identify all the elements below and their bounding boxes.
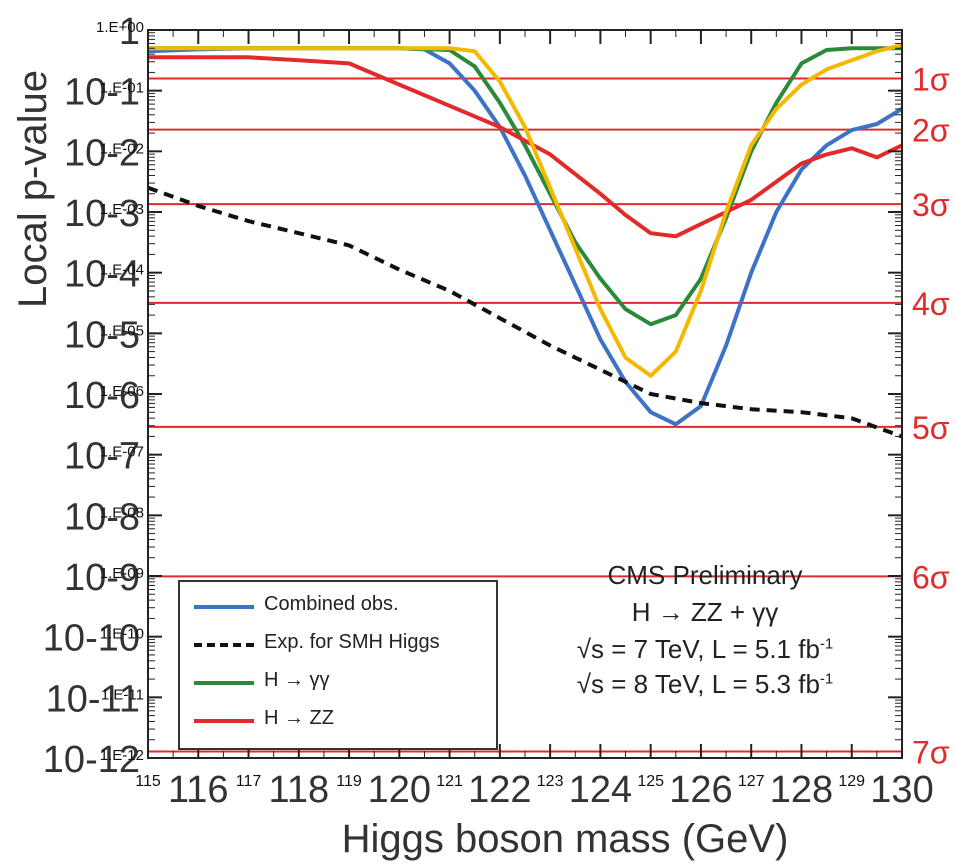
y-tick-label-small-0: 1.E+00 <box>96 19 144 36</box>
annotation-energy-7tev: √s = 7 TeV, L = 5.1 fb-1 <box>520 634 890 665</box>
legend-entry-expected: Exp. for SMH Higgs <box>180 628 496 662</box>
x-axis-label: Higgs boson mass (GeV) <box>342 817 789 861</box>
x-tick-label-large-3: 122 <box>468 769 531 811</box>
x-tick-label-small-0: 115 <box>135 773 161 790</box>
x-tick-label-large-5: 126 <box>669 769 732 811</box>
annotation-energy-8tev-sup: -1 <box>819 670 834 688</box>
y-tick-label-large-1: 10-1 <box>64 72 140 114</box>
y-tick-label-large-8: 10-8 <box>64 496 140 538</box>
x-tick-label-large-2: 120 <box>368 769 431 811</box>
sigma-label-2: 2σ <box>912 113 950 149</box>
legend-label-zz: H → ZZ <box>264 707 334 729</box>
chart-legend: Combined obs. Exp. for SMH Higgs H → γγ … <box>178 580 498 750</box>
legend-entry-gamma: H → γγ <box>180 666 496 700</box>
sigma-label-6: 6σ <box>912 559 950 595</box>
x-tick-label-small-2: 119 <box>336 773 362 790</box>
annotation-energy-8tev: √s = 8 TeV, L = 5.3 fb-1 <box>520 669 890 700</box>
y-tick-label-large-4: 10-4 <box>64 254 140 296</box>
x-tick-label-small-6: 127 <box>738 773 765 790</box>
y-tick-label-small-5: 1.E-05 <box>100 322 144 339</box>
series-line-item-4 <box>148 43 903 378</box>
y-tick-label-small-1: 1.E-01 <box>100 80 144 97</box>
sigma-label-1: 1σ <box>912 61 950 97</box>
annotation-title: CMS Preliminary <box>607 560 803 590</box>
y-tick-label-small-9: 1.E-09 <box>100 565 144 582</box>
y-tick-label-large-5: 10-5 <box>64 314 140 356</box>
x-tick-label-small-1: 117 <box>236 773 262 790</box>
y-tick-label-small-12: 1.E-12 <box>100 747 144 764</box>
y-tick-label-large-7: 10-7 <box>64 436 140 478</box>
legend-swatch-gamma <box>194 681 254 685</box>
x-tick-label-large-1: 118 <box>269 769 330 811</box>
y-tick-label-large-10: 10-10 <box>43 618 140 660</box>
legend-swatch-combined <box>194 605 254 609</box>
x-tick-label-large-7: 130 <box>870 769 933 811</box>
series-line-exp-for-smh-higgs <box>147 185 903 439</box>
x-tick-label-large-0: 116 <box>168 769 229 811</box>
y-tick-label-small-2: 1.E-02 <box>100 140 144 157</box>
legend-label-combined: Combined obs. <box>264 593 399 615</box>
series-line-combined-obs <box>147 46 904 427</box>
annotation-energy-7tev-sup: -1 <box>819 635 834 653</box>
legend-label-expected: Exp. for SMH Higgs <box>264 631 440 653</box>
sigma-label-7: 7σ <box>912 734 950 770</box>
y-tick-label-large-6: 10-6 <box>64 375 140 417</box>
legend-swatch-zz <box>194 719 254 723</box>
x-tick-label-large-4: 124 <box>569 769 632 811</box>
y-tick-label-small-8: 1.E-08 <box>100 504 144 521</box>
x-tick-label-small-4: 123 <box>537 773 564 790</box>
y-tick-label-large-3: 10-3 <box>64 193 140 235</box>
x-tick-label-small-7: 129 <box>838 773 865 790</box>
annotation-energy-7tev-text: √s = 7 TeV, L = 5.1 fb <box>576 634 820 664</box>
y-tick-label-large-11: 10-11 <box>46 678 140 720</box>
annotation-block: CMS Preliminary H → ZZ + γγ √s = 7 TeV, … <box>520 560 890 700</box>
series-line-h-zz <box>148 55 903 239</box>
x-tick-label-small-5: 125 <box>637 773 664 790</box>
y-tick-label-small-3: 1.E-03 <box>100 201 144 218</box>
legend-swatch-expected <box>194 643 254 647</box>
series-line-h <box>148 46 902 327</box>
legend-label-gamma: H → γγ <box>264 669 330 691</box>
sigma-label-3: 3σ <box>912 187 950 223</box>
y-tick-label-large-12: 10-12 <box>43 739 140 781</box>
annotation-channel: H → ZZ + γγ <box>631 597 779 627</box>
y-tick-label-large-0: 1 <box>119 11 140 53</box>
y-tick-label-small-11: 1.E-11 <box>101 686 144 703</box>
y-tick-label-large-9: 10-9 <box>64 557 140 599</box>
y-tick-label-small-7: 1.E-07 <box>100 444 144 461</box>
x-tick-label-small-3: 121 <box>436 773 463 790</box>
legend-entry-zz: H → ZZ <box>180 704 496 738</box>
legend-entry-combined: Combined obs. <box>180 590 496 624</box>
y-axis-label: Local p-value <box>11 70 55 308</box>
y-tick-label-small-10: 1.E-10 <box>100 626 144 643</box>
sigma-label-4: 4σ <box>912 286 950 322</box>
sigma-label-5: 5σ <box>912 410 950 446</box>
y-tick-label-small-4: 1.E-04 <box>100 262 144 279</box>
y-tick-label-small-6: 1.E-06 <box>100 383 144 400</box>
annotation-energy-8tev-text: √s = 8 TeV, L = 5.3 fb <box>576 669 820 699</box>
x-tick-label-large-6: 128 <box>770 769 833 811</box>
y-tick-label-large-2: 10-2 <box>64 132 140 174</box>
